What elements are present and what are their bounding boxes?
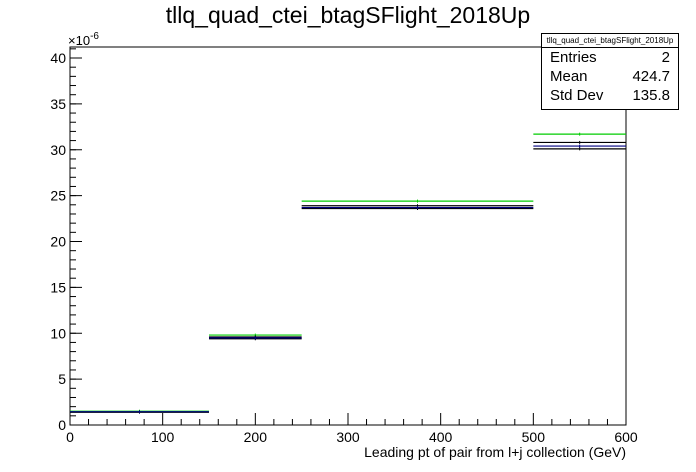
stats-value: 424.7 [632, 68, 670, 85]
stats-box-name: tllq_quad_ctei_btagSFlight_2018Up [542, 34, 678, 48]
y-exponent-label: ×10-6 [68, 31, 99, 48]
y-tick-label: 5 [58, 371, 66, 387]
stats-row-entries: Entries 2 [542, 48, 678, 67]
stats-row-stddev: Std Dev 135.8 [542, 86, 678, 105]
x-axis-label: Leading pt of pair from l+j collection (… [364, 444, 626, 460]
y-tick-label: 15 [50, 279, 66, 295]
x-tick-label: 300 [336, 429, 360, 445]
stats-label: Entries [550, 49, 597, 66]
y-tick-label: 40 [50, 50, 66, 66]
stats-value: 2 [661, 49, 670, 66]
chart-title: tllq_quad_ctei_btagSFlight_2018Up [165, 2, 531, 28]
y-tick-label: 10 [50, 325, 66, 341]
stats-label: Std Dev [550, 87, 604, 104]
stats-value: 135.8 [632, 87, 670, 104]
stats-label: Mean [550, 68, 588, 85]
x-tick-label: 600 [614, 429, 638, 445]
y-tick-label: 30 [50, 142, 66, 158]
y-tick-label: 20 [50, 234, 66, 250]
stats-box: tllq_quad_ctei_btagSFlight_2018Up Entrie… [541, 33, 679, 110]
x-tick-label: 500 [522, 429, 546, 445]
x-tick-label: 0 [66, 429, 74, 445]
x-tick-label: 100 [151, 429, 175, 445]
x-tick-label: 200 [244, 429, 268, 445]
y-tick-label: 35 [50, 96, 66, 112]
y-tick-label: 25 [50, 188, 66, 204]
stats-row-mean: Mean 424.7 [542, 67, 678, 86]
x-tick-label: 400 [429, 429, 453, 445]
y-tick-label: 0 [58, 417, 66, 433]
